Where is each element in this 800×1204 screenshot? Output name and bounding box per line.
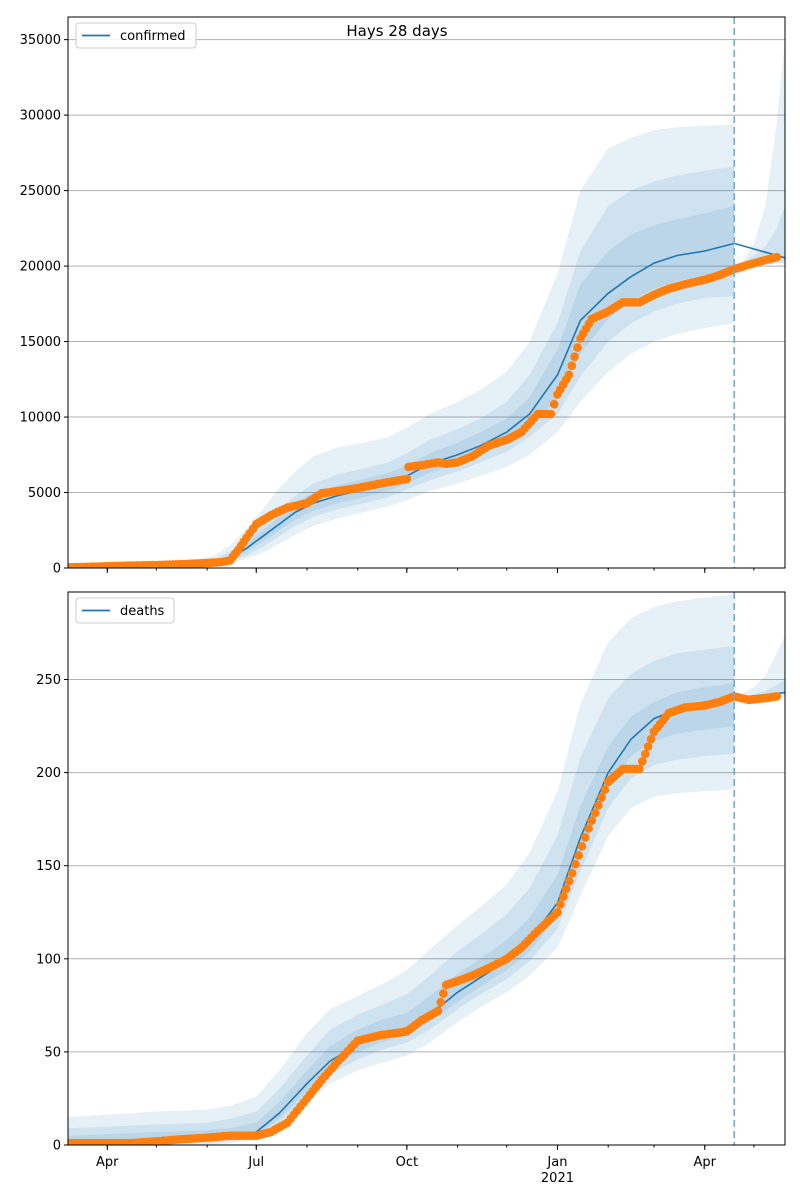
uncertainty-band: [68, 205, 735, 568]
observed-point: [553, 908, 562, 917]
x-tick-label: Jul: [247, 1155, 264, 1170]
observed-point: [562, 884, 571, 894]
plot-area: [68, 593, 785, 1145]
observed-point: [643, 742, 653, 751]
axes-frame: [67, 591, 786, 1146]
observed-point: [567, 868, 577, 878]
observed-point: [597, 793, 606, 802]
observed-point: [646, 734, 656, 744]
y-tick-label: 20000: [20, 260, 61, 275]
y-tick-label: 50: [44, 1045, 61, 1060]
y-tick-label: 35000: [20, 33, 61, 48]
observed-point: [436, 998, 446, 1007]
y-tick-label: 250: [36, 673, 61, 688]
observed-point: [587, 816, 597, 825]
observed-point: [439, 989, 448, 998]
legend-box: [75, 22, 197, 49]
legend: deaths: [75, 597, 175, 624]
x-tick-label: Apr: [694, 1155, 717, 1170]
observed-point: [570, 352, 579, 362]
uncertainty-band: [68, 166, 735, 568]
observed-point: [581, 833, 590, 842]
observed-point: [594, 800, 603, 810]
y-tick-label: 5000: [28, 486, 61, 501]
observed-point: [772, 692, 782, 701]
uncertainty-band: [68, 683, 735, 1145]
uncertainty-band: [734, 634, 785, 700]
observed-point: [433, 1006, 443, 1016]
observed-point: [549, 399, 559, 409]
y-tick-label: 100: [36, 952, 61, 967]
y-tick-label: 150: [36, 859, 61, 874]
observed-point: [577, 842, 587, 851]
y-tick-label: 10000: [20, 411, 61, 426]
confirmed-panel: 0 5000 10000 15000 20000 25000 30000 35000 confi…: [20, 16, 786, 577]
observed-point: [573, 343, 582, 352]
legend: confirmed: [75, 22, 197, 49]
observed-point: [635, 764, 644, 774]
observed-point: [567, 361, 577, 371]
observed-point: [640, 749, 650, 759]
observed-point: [546, 409, 556, 419]
observed-point: [584, 824, 593, 833]
observed-point: [559, 892, 568, 901]
observed-point: [564, 370, 574, 380]
chart-title: Hays 28 days: [346, 22, 447, 40]
y-tick-label: 25000: [20, 184, 61, 199]
x-tick-label: Apr: [96, 1155, 119, 1170]
observed-point: [638, 757, 647, 766]
uncertainty-band: [734, 39, 785, 268]
y-tick-label: 0: [53, 562, 61, 577]
observed-point: [600, 785, 610, 794]
observed-point: [571, 859, 580, 869]
uncertainty-band: [68, 646, 735, 1145]
axes-frame: [67, 16, 786, 569]
observed-points: [68, 692, 782, 1145]
y-tick-label: 200: [36, 766, 61, 781]
observed-point: [772, 252, 782, 262]
legend-box: [75, 597, 175, 624]
observed-point: [574, 851, 583, 860]
plot-area: [68, 39, 785, 568]
legend-label: deaths: [120, 604, 165, 619]
y-tick-label: 15000: [20, 335, 61, 350]
x-tick-sublabel: 2021: [541, 1171, 574, 1186]
observed-point: [556, 900, 565, 909]
uncertainty-band: [734, 205, 785, 267]
legend-label: confirmed: [120, 29, 186, 44]
observed-point: [590, 808, 600, 818]
x-tick-label: Jan: [546, 1155, 567, 1170]
x-tick-label: Oct: [396, 1155, 418, 1170]
observed-point: [402, 474, 412, 484]
observed-points: [68, 252, 782, 568]
observed-point: [564, 876, 574, 886]
y-tick-label: 0: [53, 1139, 61, 1154]
y-tick-label: 30000: [20, 109, 61, 124]
